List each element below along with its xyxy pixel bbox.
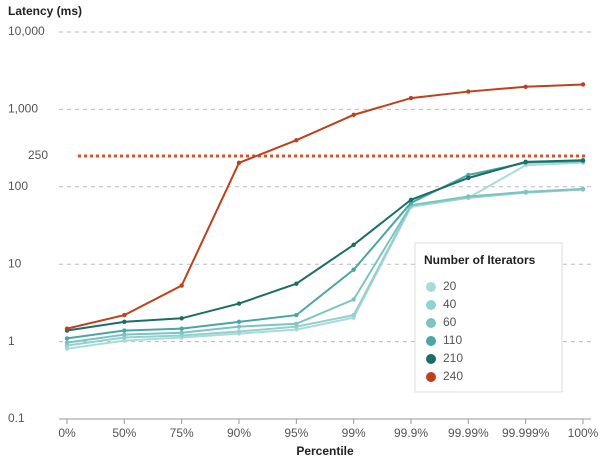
x-tick-label: 75% xyxy=(170,426,194,440)
data-point xyxy=(351,297,356,302)
x-tick-label: 95% xyxy=(284,426,308,440)
y-tick-label: 1,000 xyxy=(8,102,38,116)
x-tick-label: 99.99% xyxy=(448,426,489,440)
x-tick-label: 90% xyxy=(227,426,251,440)
data-point xyxy=(122,319,127,325)
y-tick-label: 10 xyxy=(8,256,22,270)
data-point xyxy=(408,197,414,202)
x-tick-label: 0% xyxy=(58,426,76,440)
x-tick-label: 99.999% xyxy=(502,426,550,440)
data-point xyxy=(236,160,242,166)
data-point xyxy=(294,138,299,143)
x-tick-label: 50% xyxy=(112,426,136,440)
legend-label: 20 xyxy=(443,279,457,293)
legend-label: 240 xyxy=(443,369,463,383)
data-point xyxy=(294,312,299,318)
series-line xyxy=(66,160,584,340)
data-point xyxy=(179,316,184,321)
data-point xyxy=(523,84,528,89)
data-point xyxy=(351,242,356,248)
data-point xyxy=(122,328,127,333)
legend-title: Number of Iterators xyxy=(424,253,536,267)
data-point xyxy=(179,326,184,331)
reference-label: 250 xyxy=(28,148,48,162)
x-axis-title: Percentile xyxy=(296,444,354,458)
data-point xyxy=(236,329,242,334)
data-point xyxy=(179,330,184,335)
y-tick-label: 10,000 xyxy=(8,24,45,38)
x-tick-label: 99.9% xyxy=(394,426,428,440)
data-point xyxy=(351,267,356,272)
data-point xyxy=(236,319,242,325)
data-point xyxy=(351,312,356,318)
data-point xyxy=(580,186,586,192)
data-point xyxy=(122,338,127,343)
data-point xyxy=(294,321,299,326)
data-point xyxy=(523,189,528,195)
series-line xyxy=(66,159,584,332)
data-point xyxy=(408,95,414,101)
data-point xyxy=(236,301,242,306)
data-point xyxy=(122,312,127,318)
legend-swatch xyxy=(426,336,436,346)
data-point xyxy=(64,336,70,341)
data-point xyxy=(466,89,471,94)
legend-label: 210 xyxy=(443,351,463,365)
x-tick-label: 100% xyxy=(568,426,599,440)
legend-label: 60 xyxy=(443,315,457,329)
data-point xyxy=(64,326,70,331)
data-point xyxy=(122,332,127,337)
y-axis-title: Latency (ms) xyxy=(8,4,82,18)
series-line xyxy=(66,188,584,347)
data-point xyxy=(580,82,586,87)
data-point xyxy=(64,346,70,351)
legend-label: 110 xyxy=(443,333,462,347)
legend-swatch xyxy=(426,318,436,328)
legend-swatch xyxy=(426,372,436,382)
data-point xyxy=(236,324,242,329)
x-tick-label: 99% xyxy=(342,426,366,440)
data-point xyxy=(294,281,299,286)
y-tick-label: 1 xyxy=(8,334,15,348)
legend-swatch xyxy=(426,300,436,310)
series-line xyxy=(66,161,584,350)
y-tick-label: 0.1 xyxy=(8,411,25,425)
legend-box xyxy=(414,242,563,393)
legend-swatch xyxy=(426,282,436,292)
data-point xyxy=(466,175,471,181)
data-point xyxy=(523,159,528,165)
data-point xyxy=(64,340,70,345)
legend-swatch xyxy=(426,354,436,364)
data-point xyxy=(466,194,471,199)
data-point xyxy=(179,283,184,288)
legend-label: 40 xyxy=(443,297,457,311)
series-line xyxy=(66,83,584,330)
series-line xyxy=(66,187,584,344)
data-point xyxy=(580,158,586,163)
y-tick-label: 100 xyxy=(8,179,28,193)
data-point xyxy=(351,112,356,118)
legend: Number of Iterators 20 40 60 110 210 240 xyxy=(414,242,563,393)
